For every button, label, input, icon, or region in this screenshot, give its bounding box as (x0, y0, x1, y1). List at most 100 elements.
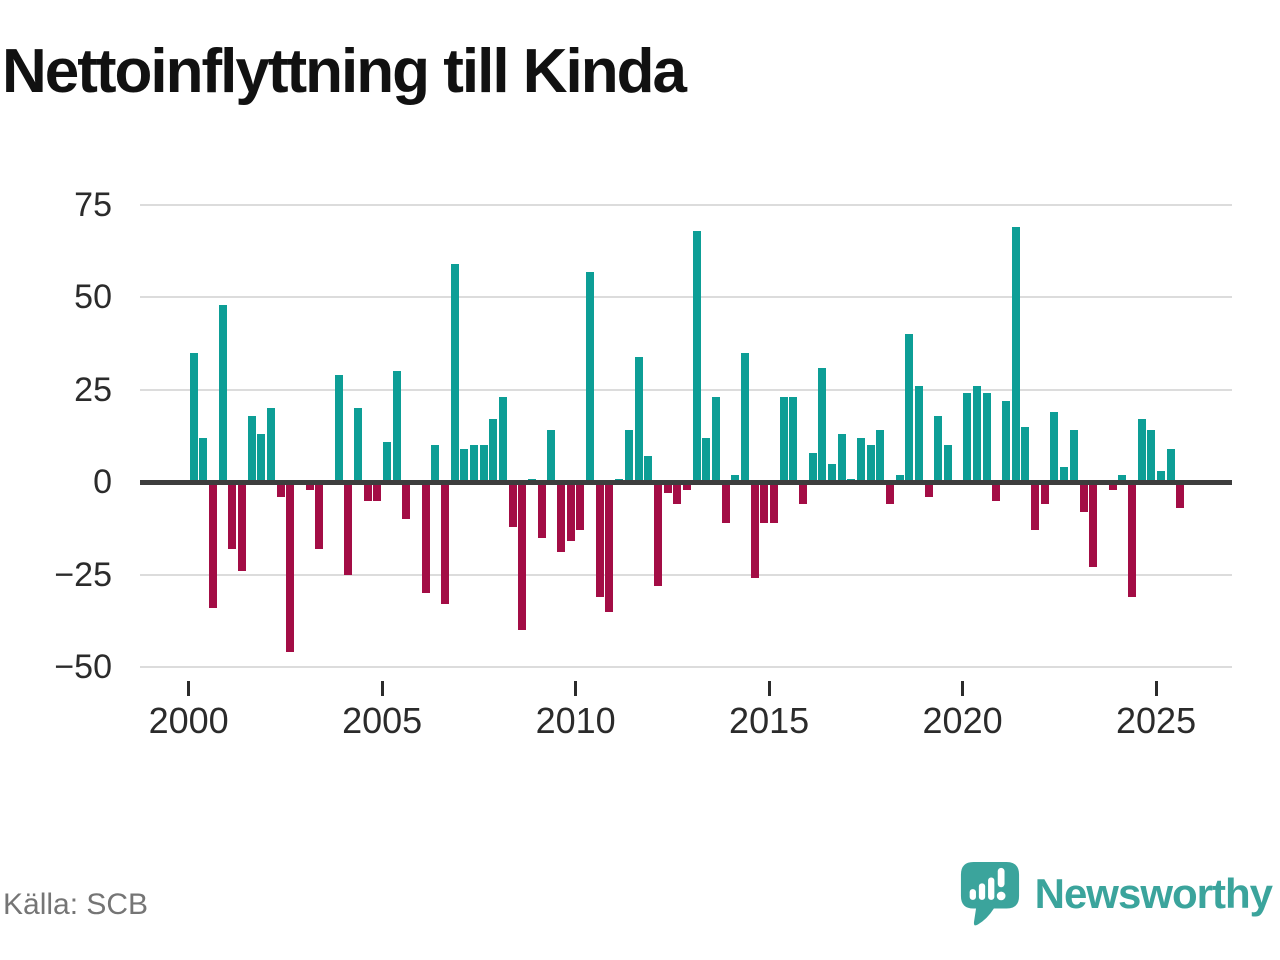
bar-2022Q3 (1060, 467, 1069, 483)
x-axis-label-2020: 2020 (922, 700, 1003, 741)
bar-2004Q4 (373, 482, 382, 501)
bar-2004Q2 (353, 408, 362, 483)
bar-2012Q1 (653, 482, 662, 586)
bar-2019Q2 (934, 415, 943, 483)
bar-2006Q2 (431, 445, 440, 483)
bar-2011Q2 (624, 430, 633, 483)
bar-2016Q1 (808, 452, 817, 483)
bar-2019Q3 (944, 445, 953, 483)
bar-2003Q2 (315, 482, 324, 549)
bar-2009Q2 (547, 430, 556, 483)
bar-2006Q1 (421, 482, 430, 594)
bar-2001Q4 (257, 434, 266, 483)
newsworthy-logo-icon (960, 862, 1019, 926)
gridline--25 (140, 573, 1232, 576)
chart-title: Nettoinflyttning till Kinda (2, 37, 687, 106)
y-axis-label-25: 25 (74, 370, 112, 409)
bar-2003Q1 (305, 482, 314, 490)
source-label: Källa: SCB (3, 888, 149, 921)
gridline-75 (140, 204, 1232, 206)
bar-2014Q2 (740, 352, 749, 483)
bar-2004Q1 (344, 482, 353, 575)
bar-2005Q1 (382, 441, 391, 483)
bar-2011Q4 (644, 456, 653, 483)
bar-2025Q3 (1176, 482, 1185, 509)
bar-2001Q3 (247, 415, 256, 483)
bar-2002Q1 (266, 408, 275, 483)
bar-2007Q4 (489, 419, 498, 483)
bar-2020Q2 (973, 386, 982, 483)
bar-2009Q1 (537, 482, 546, 538)
bar-2001Q2 (237, 482, 246, 571)
bar-2024Q4 (1147, 430, 1156, 483)
bar-2008Q1 (499, 397, 508, 483)
zero-baseline (140, 479, 1232, 485)
bar-2016Q2 (818, 367, 827, 483)
bar-2005Q2 (392, 371, 401, 483)
y-axis-label--50: −50 (54, 648, 112, 686)
bar-2013Q4 (721, 482, 730, 523)
bar-2016Q3 (827, 463, 836, 483)
bar-2000Q2 (199, 437, 208, 483)
bar-2022Q1 (1040, 482, 1049, 505)
bar-2009Q4 (566, 482, 575, 542)
newsworthy-logo: Newsworthy (959, 860, 1273, 928)
x-axis-tick-2015 (767, 681, 771, 696)
bar-2018Q3 (905, 334, 914, 483)
bar-2018Q4 (915, 386, 924, 483)
bar-2017Q4 (876, 430, 885, 483)
bar-2007Q1 (460, 448, 469, 483)
bar-2002Q2 (276, 482, 285, 497)
bar-2017Q3 (866, 445, 875, 483)
x-axis-tick-2000 (187, 681, 191, 696)
bar-2005Q3 (402, 482, 411, 520)
bar-2013Q1 (692, 230, 701, 483)
bar-2015Q2 (779, 397, 788, 483)
bar-2001Q1 (228, 482, 237, 549)
bar-2012Q3 (673, 482, 682, 505)
bar-2020Q3 (982, 393, 991, 483)
bar-2015Q3 (789, 397, 798, 483)
x-axis-label-2005: 2005 (342, 700, 423, 741)
bar-2009Q3 (557, 482, 566, 553)
x-axis-tick-2025 (1154, 681, 1158, 696)
bar-2021Q4 (1031, 482, 1040, 531)
bar-2012Q2 (663, 482, 672, 494)
bar-2015Q4 (798, 482, 807, 505)
x-axis-label-2015: 2015 (729, 700, 810, 741)
bar-2022Q2 (1050, 411, 1059, 483)
x-axis-tick-2010 (574, 681, 578, 696)
bar-2018Q1 (886, 482, 895, 505)
bar-2006Q3 (441, 482, 450, 605)
bar-2021Q3 (1021, 426, 1030, 483)
bar-2003Q4 (334, 375, 343, 483)
bar-2024Q3 (1137, 419, 1146, 483)
bar-2025Q2 (1166, 448, 1175, 483)
bar-2023Q1 (1079, 482, 1088, 512)
bar-2010Q2 (586, 271, 595, 483)
bar-2012Q4 (682, 482, 691, 490)
bar-2015Q1 (769, 482, 778, 523)
bar-2010Q1 (576, 482, 585, 531)
x-axis-label-2025: 2025 (1116, 700, 1197, 741)
x-axis-tick-2020 (961, 681, 965, 696)
bar-2025Q1 (1156, 471, 1165, 483)
bar-2018Q2 (895, 474, 904, 483)
bar-2008Q3 (518, 482, 527, 631)
gridline-50 (140, 296, 1232, 299)
bar-2000Q1 (189, 352, 198, 483)
bar-2021Q1 (1002, 400, 1011, 483)
bar-2007Q2 (470, 445, 479, 483)
gridline-25 (140, 388, 1232, 391)
bar-2024Q2 (1127, 482, 1136, 597)
y-axis-label--25: −25 (54, 555, 112, 594)
bar-2010Q3 (595, 482, 604, 597)
gridline--50 (140, 666, 1232, 668)
bar-2004Q3 (363, 482, 372, 501)
bar-2002Q3 (286, 482, 295, 653)
bar-2007Q3 (479, 445, 488, 483)
bar-2022Q4 (1069, 430, 1078, 483)
bar-2000Q3 (208, 482, 217, 608)
bar-2019Q1 (924, 482, 933, 497)
